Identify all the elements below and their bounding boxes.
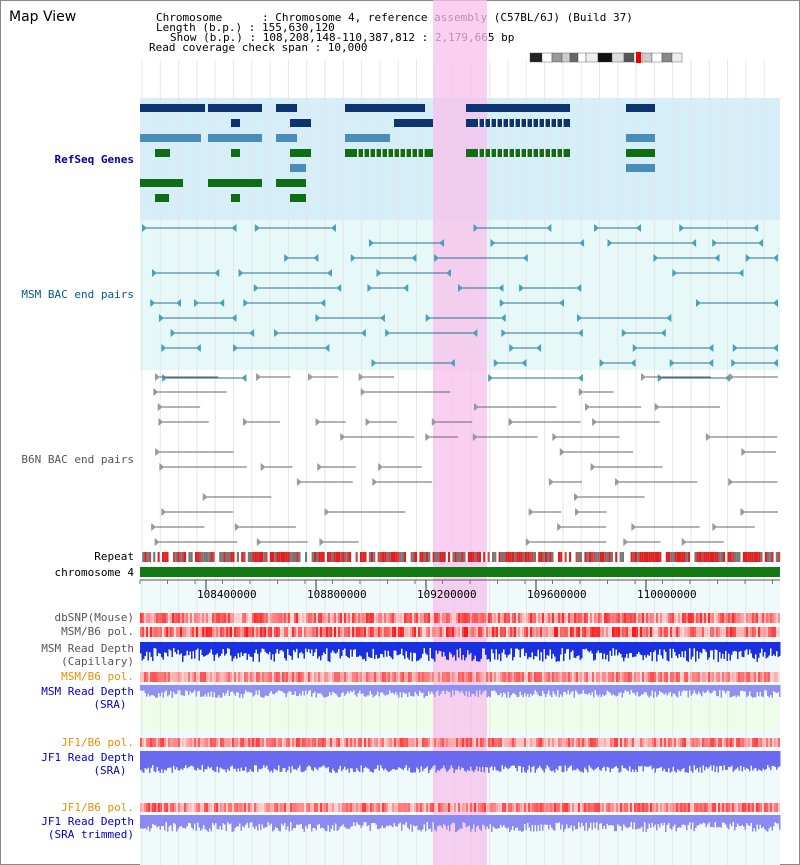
refseq-gene-1-3 [466, 119, 570, 127]
chromosome-ideogram[interactable] [529, 52, 683, 63]
ruler-tick-label: 108400000 [197, 588, 257, 601]
repeat-label: Repeat [94, 550, 134, 563]
refseq-gene-2-1 [208, 134, 262, 142]
refseq-gene-3-3 [345, 149, 433, 157]
refseq-gene-0-4 [466, 104, 570, 112]
refseq-gene-1-1 [290, 119, 311, 127]
msm-depth-sra-label: MSM Read Depth [41, 685, 134, 698]
refseq-gene-1-2 [394, 119, 433, 127]
jf1-b6-pol-label: JF1/B6 pol. [61, 736, 134, 749]
coverage-span-info: Read coverage check span : 10,000 [149, 41, 368, 54]
jf1-depth-trimmed-label: JF1 Read Depth [41, 815, 134, 828]
refseq-gene-2-2 [276, 134, 297, 142]
refseq-gene-6-2 [290, 194, 306, 202]
chromosome-bar [140, 567, 780, 577]
refseq-gene-2-3 [345, 134, 390, 142]
msm-bac-label[interactable]: MSM BAC end pairs [21, 288, 134, 301]
jf1-depth-sra-label: JF1 Read Depth [41, 751, 134, 764]
refseq-gene-4-0 [290, 164, 306, 172]
refseq-gene-3-0 [155, 149, 170, 157]
selected-region-highlight [433, 0, 487, 865]
ruler-tick-label: 110000000 [637, 588, 697, 601]
jf1-depth-sra-sub: (SRA) [93, 764, 127, 777]
map-view-title: Map View [9, 9, 77, 25]
refseq-gene-1-0 [231, 119, 240, 127]
ruler-tick-label: 109600000 [527, 588, 587, 601]
refseq-gene-3-1 [231, 149, 240, 157]
chromosome-label: chromosome 4 [54, 566, 134, 579]
refseq-gene-4-1 [626, 164, 655, 172]
refseq-gene-5-0 [140, 179, 183, 187]
refseq-gene-2-4 [626, 134, 655, 142]
refseq-genes-label[interactable]: RefSeq Genes [54, 153, 134, 166]
refseq-gene-5-1 [208, 179, 262, 187]
msm-depth-capillary-label: MSM Read Depth [41, 642, 134, 655]
refseq-gene-3-4 [466, 149, 570, 157]
refseq-gene-2-0 [140, 134, 201, 142]
refseq-gene-3-5 [626, 149, 655, 157]
refseq-gene-5-2 [276, 179, 306, 187]
msm-depth-capillary-sub: (Capillary) [61, 655, 134, 668]
msm-b6-pol-2-label: MSM/B6 pol. [61, 670, 134, 683]
dbsnp-label: dbSNP(Mouse) [54, 611, 134, 624]
b6n-bac-label[interactable]: B6N BAC end pairs [21, 453, 134, 466]
refseq-gene-0-0 [140, 104, 205, 112]
refseq-gene-0-3 [345, 104, 425, 112]
refseq-gene-6-0 [155, 194, 169, 202]
jf1-depth-trimmed-sub: (SRA trimmed) [47, 828, 134, 841]
ruler-tick-label: 109200000 [417, 588, 477, 601]
ideogram-position-marker [636, 52, 641, 63]
msm-b6-pol-label: MSM/B6 pol. [61, 625, 134, 638]
length-info: Length (b.p.) : 155,630,120 [156, 21, 335, 34]
refseq-gene-0-1 [208, 104, 262, 112]
refseq-gene-0-5 [626, 104, 655, 112]
msm-depth-sra-sub: (SRA) [93, 698, 127, 711]
ruler-tick-label: 108800000 [307, 588, 367, 601]
refseq-gene-3-2 [290, 149, 311, 157]
jf1-b6-pol-2-label: JF1/B6 pol. [61, 801, 134, 814]
refseq-gene-0-2 [276, 104, 297, 112]
refseq-gene-6-1 [231, 194, 240, 202]
